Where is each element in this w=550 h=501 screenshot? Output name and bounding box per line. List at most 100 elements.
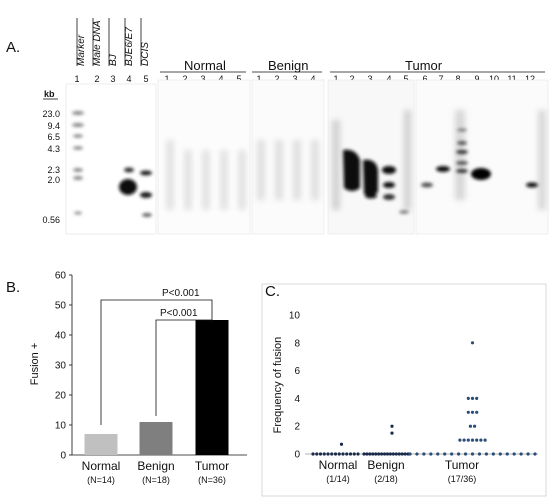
dot-point (362, 452, 366, 456)
dot-n-label: (2/18) (374, 474, 398, 484)
dot-y-tick-label: 2 (294, 422, 300, 433)
dot-point (450, 452, 454, 456)
dot-point (491, 452, 495, 456)
bar-y-tick-label: 30 (55, 361, 67, 372)
dot-category-label: Tumor (445, 458, 479, 472)
dot-point (374, 452, 378, 456)
significance-brackets: P<0.001 P<0.001 (100, 288, 213, 425)
blot-image-tumor-b (415, 79, 549, 235)
dot-point (436, 452, 440, 456)
header-dcis: DCIS (140, 42, 151, 66)
header-bje6e7: BJE6/E7 (124, 27, 135, 66)
dot-point (470, 341, 475, 345)
dot-point (390, 424, 394, 428)
dot-point (391, 452, 395, 456)
dot-point (408, 452, 412, 456)
bar-y-tick-label: 0 (60, 451, 66, 462)
kb-unit-label: kb (44, 89, 55, 99)
dot-point (475, 438, 479, 442)
dot-point (415, 452, 419, 456)
lane-number: 4 (310, 74, 315, 84)
dot-point (498, 452, 502, 456)
dot-point (470, 438, 475, 442)
dot-point (380, 452, 384, 456)
lane-number: 7 (438, 74, 443, 84)
dot-point (397, 452, 401, 456)
bar-category-label: Benign (137, 459, 174, 473)
dot-point (533, 452, 537, 456)
lane-number: 1 (333, 74, 338, 84)
lane-number: 2 (274, 74, 279, 84)
bar-y-tick-label: 40 (55, 331, 67, 342)
bar-chart: 0 10 20 30 40 50 60 Normal (N=14) Benign (N=18) Tum… (55, 271, 247, 485)
dot-point (348, 452, 353, 456)
group-label-tumor: Tumor (405, 58, 443, 73)
dot-y-tick-label: 0 (294, 450, 300, 461)
lane-number: 2 (182, 74, 187, 84)
dot-point (526, 452, 530, 456)
panel-c-label: C. (265, 283, 280, 300)
blot-image-normal (157, 79, 251, 235)
dot-point (443, 452, 447, 456)
kb-size-label: 9.4 (47, 121, 60, 131)
dot-point (463, 452, 468, 456)
dot-y-tick-label: 6 (294, 366, 300, 377)
dot-point (388, 452, 392, 456)
dot-point (457, 452, 461, 456)
kb-size-label: 2.0 (47, 175, 60, 185)
dot-point (477, 452, 482, 456)
dot-point (484, 452, 488, 456)
lane-number: 3 (200, 74, 205, 84)
pvalue-benign-tumor: P<0.001 (160, 308, 198, 319)
lane-number: 6 (422, 74, 427, 84)
bar-benign (139, 422, 173, 455)
dot-point (337, 452, 341, 456)
dot-point (468, 424, 472, 428)
bar-y-tick-label: 60 (55, 271, 67, 282)
dotplot-frame (261, 283, 547, 497)
dot-point (341, 452, 345, 456)
bracket-normal-tumor (100, 299, 213, 425)
dot-point (385, 452, 390, 456)
lane-number: 10 (489, 74, 499, 84)
pvalue-normal-tumor: P<0.001 (162, 288, 200, 299)
dot-point (470, 452, 475, 456)
lane-number: 2 (349, 74, 354, 84)
dot-point (356, 452, 360, 456)
dot-point (330, 452, 334, 456)
panel-a-label: A. (6, 39, 20, 56)
dot-point (466, 410, 470, 414)
lane-header-labels: Marker Male DNA BJ BJE6/E7 DCIS (76, 18, 151, 66)
group-label-benign: Benign (268, 58, 308, 73)
lane-number: 5 (236, 74, 241, 84)
blot-image-benign (251, 79, 325, 235)
dot-chart: 0 2 4 6 8 10 Normal (1/14) Benign (2/18) Tumor (17/… (289, 311, 538, 484)
lane-number: 5 (143, 74, 148, 84)
lane-number: 9 (474, 74, 479, 84)
dot-point (318, 452, 323, 456)
bar-n-label: (N=14) (87, 475, 115, 485)
lane-number: 4 (126, 74, 131, 84)
dot-point (365, 452, 369, 456)
lane-number: 1 (164, 74, 169, 84)
lane-number: 1 (74, 74, 79, 84)
dot-y-tick-label: 8 (294, 338, 300, 349)
lane-number: 4 (218, 74, 223, 84)
dot-point (470, 410, 475, 414)
lane-number: 8 (455, 74, 460, 84)
dot-point (326, 452, 330, 456)
dot-n-label: (1/14) (326, 474, 350, 484)
header-bj: BJ (108, 53, 119, 66)
dot-point (339, 442, 344, 446)
dot-y-tick-label: 10 (289, 311, 301, 322)
bar-y-axis-label: Fusion + (29, 343, 41, 386)
dot-point (512, 452, 516, 456)
dot-point (475, 396, 479, 400)
kb-labels: 23.0 9.46.5 4.3 2.32.0 0.56 (42, 109, 60, 225)
lane-number: 4 (386, 74, 391, 84)
lane-number: 5 (403, 74, 408, 84)
dot-point (422, 452, 426, 456)
kb-size-label: 6.5 (47, 132, 60, 142)
kb-size-label: 23.0 (42, 109, 60, 119)
